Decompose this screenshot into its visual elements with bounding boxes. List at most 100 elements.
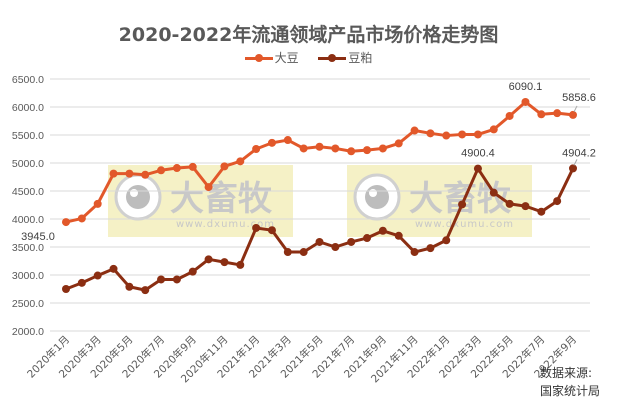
data-point[interactable]: [347, 147, 356, 156]
data-point[interactable]: [77, 278, 86, 287]
svg-text:www.dxumu.com: www.dxumu.com: [176, 219, 275, 230]
data-point[interactable]: [537, 110, 546, 119]
data-point[interactable]: [553, 197, 562, 206]
data-point[interactable]: [331, 243, 340, 251]
data-point[interactable]: [299, 248, 308, 257]
y-tick-label: 5500.0: [12, 130, 44, 142]
data-point[interactable]: [426, 244, 435, 253]
y-tick-label: 2000.0: [12, 326, 44, 338]
data-point[interactable]: [537, 207, 546, 216]
data-point[interactable]: [204, 255, 213, 264]
svg-text:大畜牧: 大畜牧: [170, 179, 273, 219]
data-point[interactable]: [125, 282, 134, 291]
series-soymeal: [62, 164, 577, 295]
data-point[interactable]: [172, 275, 181, 284]
data-point[interactable]: [569, 164, 577, 173]
series-soybean: [62, 97, 577, 227]
data-point[interactable]: [505, 111, 514, 120]
data-point[interactable]: [315, 142, 324, 151]
data-point[interactable]: [283, 136, 292, 145]
data-point[interactable]: [93, 271, 102, 280]
y-tick-label: 5000.0: [12, 158, 44, 170]
svg-text:www.dxumu.com: www.dxumu.com: [415, 219, 514, 230]
data-point[interactable]: [394, 139, 403, 148]
data-point[interactable]: [172, 164, 181, 173]
data-label: 6090.1: [509, 81, 543, 93]
data-point[interactable]: [125, 169, 134, 178]
data-point[interactable]: [220, 162, 229, 171]
data-point[interactable]: [109, 169, 118, 178]
data-point[interactable]: [505, 199, 514, 208]
data-point[interactable]: [204, 183, 213, 192]
data-point[interactable]: [442, 236, 451, 245]
data-label: 5858.6: [562, 92, 596, 104]
data-point[interactable]: [569, 110, 577, 119]
data-point[interactable]: [267, 138, 276, 147]
data-point[interactable]: [378, 226, 387, 235]
data-point[interactable]: [236, 157, 245, 166]
y-tick-label: 4500.0: [12, 186, 44, 198]
data-point[interactable]: [394, 231, 403, 240]
data-point[interactable]: [553, 109, 562, 118]
data-point[interactable]: [141, 170, 150, 179]
legend-item-soymeal[interactable]: 豆粕: [318, 49, 372, 66]
data-point[interactable]: [521, 97, 530, 106]
y-tick-label: 2500.0: [12, 298, 44, 310]
data-point[interactable]: [458, 200, 467, 209]
data-label: 3945.0: [21, 231, 55, 243]
legend-label-soymeal: 豆粕: [348, 51, 373, 65]
data-point[interactable]: [236, 260, 245, 269]
line-marker-icon: [318, 52, 347, 64]
data-point[interactable]: [521, 202, 530, 211]
data-point[interactable]: [363, 146, 372, 155]
line-marker-icon: [244, 52, 273, 64]
data-point[interactable]: [109, 264, 118, 273]
data-point[interactable]: [141, 286, 150, 295]
data-point[interactable]: [188, 267, 197, 276]
data-point[interactable]: [93, 199, 102, 208]
source-value: 国家统计局: [540, 384, 601, 398]
data-point[interactable]: [347, 237, 356, 246]
data-point[interactable]: [252, 223, 261, 232]
data-label: 4900.4: [461, 148, 495, 160]
y-tick-label: 6000.0: [12, 102, 44, 114]
data-point[interactable]: [458, 130, 467, 139]
data-point[interactable]: [188, 162, 197, 171]
y-tick-label: 4000.0: [12, 214, 44, 226]
data-point[interactable]: [410, 248, 419, 257]
y-tick-label: 3000.0: [12, 270, 44, 282]
data-source-note: 数据来源: 国家统计局: [540, 364, 600, 400]
data-point[interactable]: [489, 188, 498, 197]
data-point[interactable]: [267, 226, 276, 235]
svg-text:大畜牧: 大畜牧: [409, 179, 512, 219]
chart-title: 2020-2022年流通领域产品市场价格走势图: [118, 24, 499, 46]
data-point[interactable]: [410, 126, 419, 135]
legend: 大豆 豆粕: [0, 49, 617, 67]
data-point[interactable]: [331, 144, 340, 153]
data-point[interactable]: [363, 234, 372, 243]
data-point[interactable]: [157, 166, 166, 175]
data-point[interactable]: [62, 285, 70, 293]
data-point[interactable]: [426, 129, 435, 138]
legend-label-soybean: 大豆: [274, 51, 299, 65]
data-point[interactable]: [442, 131, 451, 140]
data-point[interactable]: [315, 237, 324, 246]
data-point[interactable]: [220, 258, 229, 267]
data-point[interactable]: [62, 218, 70, 227]
data-point[interactable]: [378, 144, 387, 153]
data-point[interactable]: [283, 248, 292, 257]
data-point[interactable]: [473, 164, 482, 173]
data-point[interactable]: [157, 275, 166, 284]
data-point[interactable]: [489, 125, 498, 134]
source-label: 数据来源:: [540, 366, 593, 380]
data-point[interactable]: [77, 214, 86, 223]
data-point[interactable]: [473, 130, 482, 139]
data-label: 4904.2: [562, 147, 596, 159]
y-tick-label: 3500.0: [12, 242, 44, 254]
data-point[interactable]: [299, 144, 308, 153]
legend-item-soybean[interactable]: 大豆: [244, 49, 299, 66]
data-point[interactable]: [252, 145, 261, 153]
